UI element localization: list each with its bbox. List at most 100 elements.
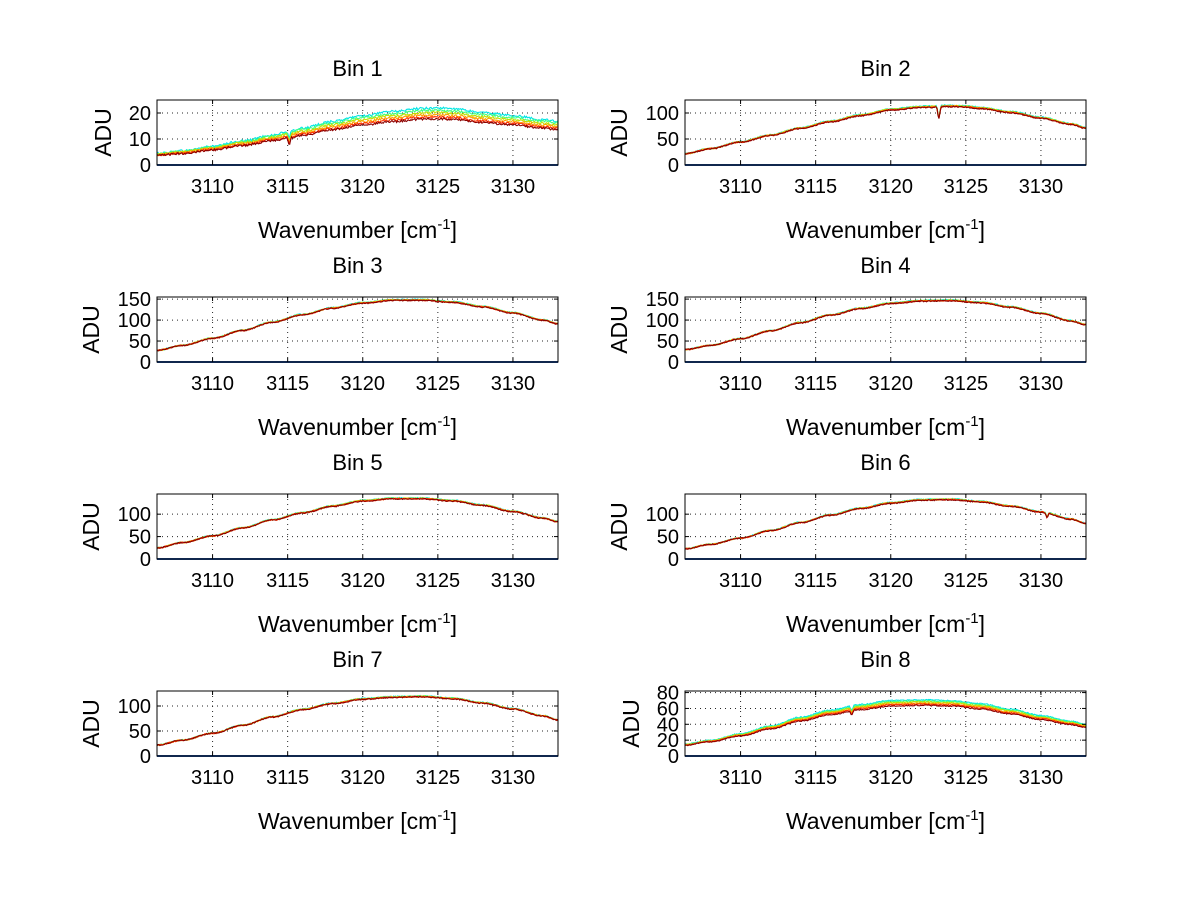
- x-tick-label: 3120: [869, 767, 914, 789]
- spectrum-series-6: [684, 299, 1087, 351]
- panel-title: Bin 2: [860, 56, 910, 81]
- x-tick-label: 3125: [944, 176, 989, 198]
- panel-title: Bin 4: [860, 253, 910, 278]
- spectrum-series-4: [156, 298, 559, 352]
- panel-bin-7: 3110 3115 3120 3125 3130 0 50 100 Bin 7 Wavenumbe…: [78, 647, 559, 834]
- spectrum-series-2: [156, 108, 559, 155]
- panel-title: Bin 7: [332, 647, 382, 672]
- axes-box: [684, 296, 1087, 363]
- y-axis-label: ADU: [606, 108, 632, 157]
- spectrum-series-3: [685, 299, 1087, 351]
- y-tick-label: 150: [118, 289, 151, 311]
- y-tick-label: 0: [140, 549, 151, 571]
- x-tick-label: 3115: [794, 570, 837, 592]
- x-tick-label: 3130: [1019, 373, 1064, 395]
- spectrum-series-1: [156, 694, 559, 746]
- panel-title: Bin 8: [860, 647, 910, 672]
- x-tick-label: 3120: [341, 767, 386, 789]
- axes-box: [684, 99, 1087, 166]
- y-tick-label: 40: [657, 714, 679, 736]
- axes-box: [156, 99, 559, 166]
- spectrum-series-5: [156, 299, 559, 351]
- y-axis-label: ADU: [606, 305, 632, 354]
- spectrum-series-5: [684, 299, 1087, 351]
- x-axis-label: Wavenumber [cm-1]: [786, 610, 985, 637]
- spectrum-series-1: [156, 106, 559, 155]
- axes-box: [156, 690, 559, 757]
- y-tick-label: 20: [657, 730, 679, 752]
- x-tick-label: 3115: [794, 767, 837, 789]
- y-tick-label: 100: [646, 103, 679, 125]
- spectrum-series-3: [156, 497, 559, 549]
- y-axis-label: ADU: [618, 699, 644, 748]
- spectrum-series-6: [684, 498, 1087, 550]
- y-tick-label: 50: [129, 331, 151, 353]
- spectrum-series-6: [684, 704, 1087, 747]
- x-axis-label: Wavenumber [cm-1]: [786, 413, 985, 440]
- y-tick-label: 80: [657, 683, 679, 705]
- axes-box: [156, 493, 559, 560]
- x-tick-label: 3120: [341, 176, 386, 198]
- y-tick-label: 50: [129, 527, 151, 549]
- y-tick-label: 50: [657, 331, 679, 353]
- panel-title: Bin 6: [860, 450, 910, 475]
- x-axis-label: Wavenumber [cm-1]: [258, 216, 457, 243]
- spectrum-series-2: [684, 498, 1087, 550]
- x-tick-label: 3115: [266, 767, 309, 789]
- x-tick-label: 3110: [719, 767, 762, 789]
- spectrum-series-2: [156, 496, 559, 549]
- x-tick-label: 3130: [491, 176, 536, 198]
- x-tick-label: 3120: [869, 373, 914, 395]
- spectrum-series-4: [684, 299, 1087, 351]
- y-tick-label: 100: [646, 504, 679, 526]
- spectrum-series-6: [156, 695, 559, 747]
- x-tick-label: 3110: [191, 767, 234, 789]
- spectrum-series-2: [684, 104, 1087, 155]
- y-tick-label: 100: [118, 504, 151, 526]
- x-tick-label: 3130: [1019, 570, 1064, 592]
- panel-title: Bin 1: [332, 56, 382, 81]
- x-tick-label: 3110: [191, 373, 234, 395]
- y-tick-label: 100: [118, 696, 151, 718]
- y-tick-label: 0: [140, 746, 151, 768]
- x-axis-label: Wavenumber [cm-1]: [786, 216, 985, 243]
- x-tick-label: 3130: [491, 373, 536, 395]
- axes-box: [156, 296, 559, 363]
- y-axis-label: ADU: [606, 502, 632, 551]
- x-tick-label: 3110: [719, 373, 762, 395]
- x-axis-label: Wavenumber [cm-1]: [258, 413, 457, 440]
- panel-bin-2: 3110 3115 3120 3125 3130 0 50 100 Bin 2 Wavenumbe…: [606, 56, 1087, 243]
- x-tick-label: 3120: [869, 570, 914, 592]
- spectrum-series-6: [684, 105, 1087, 155]
- y-tick-label: 0: [668, 746, 679, 768]
- axes-box: [684, 493, 1087, 560]
- x-tick-label: 3115: [266, 570, 309, 592]
- panel-title: Bin 3: [332, 253, 382, 278]
- y-tick-label: 0: [140, 352, 151, 374]
- x-tick-label: 3125: [944, 767, 989, 789]
- x-tick-label: 3110: [719, 176, 762, 198]
- spectrum-series-4: [684, 498, 1087, 550]
- y-tick-label: 10: [129, 129, 151, 151]
- x-axis-label: Wavenumber [cm-1]: [786, 807, 985, 834]
- spectrum-series-1: [684, 497, 1087, 550]
- spectrum-series-2: [684, 299, 1087, 351]
- y-axis-label: ADU: [78, 305, 104, 354]
- x-tick-label: 3125: [416, 570, 461, 592]
- spectrum-series-5: [684, 498, 1087, 550]
- spectrum-series-1: [157, 298, 559, 352]
- spectrum-series-4: [156, 695, 559, 746]
- x-tick-label: 3110: [719, 570, 762, 592]
- panel-title: Bin 5: [332, 450, 382, 475]
- x-tick-label: 3115: [266, 176, 309, 198]
- spectrum-series-2: [156, 298, 559, 351]
- y-tick-label: 100: [646, 310, 679, 332]
- y-tick-label: 50: [129, 721, 151, 743]
- x-tick-label: 3130: [491, 570, 536, 592]
- x-tick-label: 3130: [1019, 176, 1064, 198]
- spectrum-series-3: [156, 110, 559, 156]
- x-tick-label: 3115: [794, 176, 837, 198]
